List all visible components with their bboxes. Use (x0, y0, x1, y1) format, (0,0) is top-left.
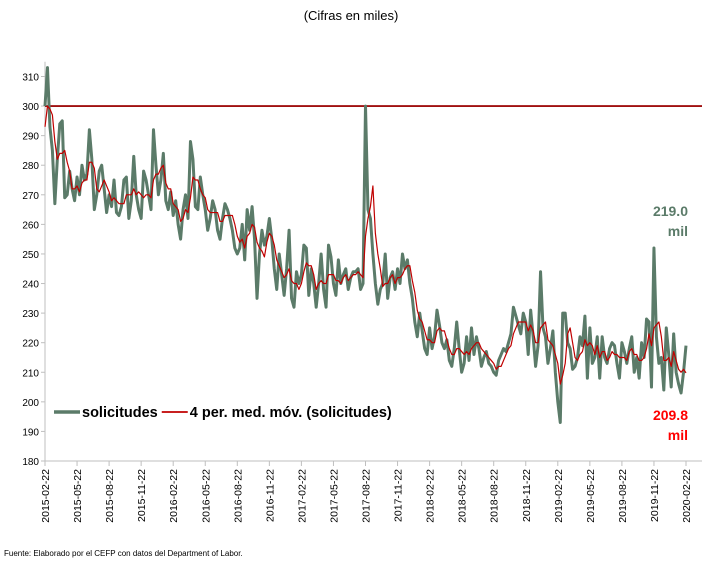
x-tick-label: 2019-02-22 (553, 469, 565, 523)
legend-label: solicitudes (82, 405, 158, 421)
x-tick-label: 2016-08-22 (232, 469, 244, 523)
x-tick-label: 2015-08-22 (104, 469, 116, 523)
x-tick-label: 2015-11-22 (136, 469, 148, 522)
y-tick-label: 280 (22, 161, 39, 172)
x-tick-label: 2019-08-22 (617, 469, 629, 523)
y-tick-label: 270 (22, 191, 39, 202)
y-tick-label: 250 (22, 250, 39, 261)
series-line (43, 66, 688, 425)
x-tick-label: 2017-02-22 (296, 469, 308, 523)
y-tick-label: 220 (22, 339, 39, 350)
x-tick-label: 2019-11-22 (649, 469, 661, 522)
annotation: 209.8 (653, 407, 688, 423)
annotation: 219.0 (653, 203, 688, 219)
x-tick-label: 2016-02-22 (168, 469, 180, 523)
x-tick-label: 2018-08-22 (489, 469, 501, 523)
x-tick-label: 2019-05-22 (585, 469, 597, 523)
x-tick-label: 2016-11-22 (264, 469, 276, 522)
x-tick-label: 2018-05-22 (457, 469, 469, 523)
x-tick-label: 2017-08-22 (361, 469, 373, 523)
x-tick-label: 2015-02-22 (40, 469, 52, 523)
x-tick-label: 2018-11-22 (521, 469, 533, 522)
y-tick-label: 260 (22, 220, 39, 231)
y-tick-label: 290 (22, 132, 39, 143)
x-tick-label: 2017-05-22 (328, 469, 340, 523)
source-note: Fuente: Elaborado por el CEFP con datos … (4, 549, 243, 558)
x-tick-label: 2017-11-22 (393, 469, 405, 522)
annotation: mil (668, 427, 688, 443)
y-tick-label: 200 (22, 398, 39, 409)
y-tick-label: 180 (22, 457, 39, 468)
y-tick-label: 240 (22, 280, 39, 291)
x-tick-label: 2018-02-22 (425, 469, 437, 523)
y-tick-label: 300 (22, 102, 39, 113)
y-tick-label: 230 (22, 309, 39, 320)
annotation: mil (668, 223, 688, 239)
chart-subtitle: (Cifras en miles) (304, 8, 399, 23)
series-line (44, 105, 687, 385)
x-tick-label: 2015-05-22 (72, 469, 84, 523)
y-tick-label: 210 (22, 368, 39, 379)
legend-label: 4 per. med. móv. (solicitudes) (190, 405, 392, 421)
y-tick-label: 310 (22, 72, 39, 83)
y-tick-label: 190 (22, 427, 39, 438)
x-tick-label: 2016-05-22 (200, 469, 212, 523)
x-tick-label: 2020-02-22 (681, 469, 693, 523)
